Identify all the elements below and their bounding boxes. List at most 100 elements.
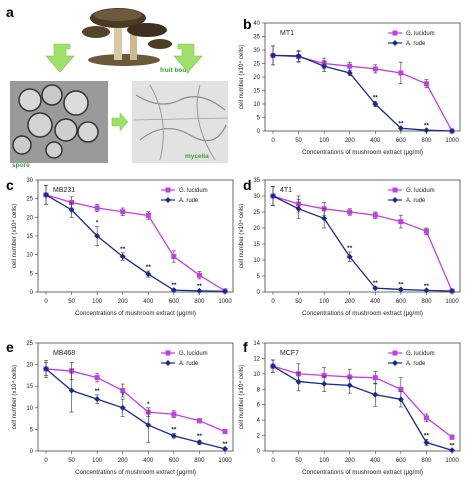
- data-point-a-rude: [270, 193, 276, 199]
- x-tick-label: 1000: [445, 299, 459, 305]
- significance-marker: **: [197, 433, 203, 440]
- legend-label-a-rude: A. rude: [406, 41, 426, 47]
- data-point-a-rude: [423, 287, 430, 294]
- y-tick-label: 8: [257, 387, 261, 393]
- panel-letter-a: a: [6, 4, 14, 20]
- legend-marker-g-lucidum: [392, 187, 398, 193]
- x-axis-label: Concentrations of mushroom extract (μg/m…: [75, 469, 196, 476]
- data-point-g-lucidum: [321, 372, 327, 378]
- chart-title: MB468: [53, 350, 75, 357]
- y-tick-label: 25: [26, 341, 33, 347]
- y-tick-label: 15: [26, 234, 33, 240]
- legend-marker-a-rude: [392, 197, 398, 203]
- significance-marker: *: [96, 220, 99, 227]
- data-point-a-rude: [145, 271, 152, 278]
- y-tick-label: 0: [257, 129, 261, 135]
- y-tick-label: 35: [253, 178, 260, 184]
- y-tick-label: 14: [253, 341, 260, 347]
- data-point-g-lucidum: [423, 415, 429, 421]
- x-tick-label: 0: [44, 458, 48, 464]
- legend-marker-g-lucidum: [165, 187, 171, 193]
- series-line-a-rude: [272, 365, 453, 451]
- data-point-g-lucidum: [423, 81, 429, 87]
- y-tick-label: 10: [253, 102, 260, 108]
- y-tick-label: 0: [30, 290, 34, 296]
- y-tick-label: 35: [253, 35, 260, 41]
- y-tick-label: 0: [30, 449, 34, 455]
- series-line-a-rude: [272, 54, 453, 132]
- panel-letter-b: b: [243, 16, 252, 32]
- data-point-g-lucidum: [145, 212, 151, 218]
- legend-label-g-lucidum: G. lucidum: [406, 351, 435, 357]
- data-point-g-lucidum: [94, 375, 100, 381]
- significance-marker: **: [171, 427, 177, 434]
- chart-panel-e: e 0 5 10 15 20 25 0 50 100 200 400 600 800 1000 Concent…: [6, 339, 234, 476]
- significance-marker: **: [424, 283, 430, 290]
- data-point-a-rude: [295, 52, 302, 59]
- legend-label-g-lucidum: G. lucidum: [406, 31, 435, 37]
- data-point-a-rude: [94, 233, 101, 239]
- significance-marker: **: [398, 281, 404, 288]
- y-axis-label: cell number (x10⁴ cells): [11, 365, 18, 430]
- series-line-g-lucidum: [272, 365, 453, 438]
- left-arrow-icon: [45, 43, 75, 73]
- data-point-g-lucidum: [372, 375, 378, 381]
- x-tick-label: 0: [44, 299, 48, 305]
- chart-panel-f: f 0 2 4 6 8 10 12 14 0 50 100 200 400 600 800 1000 Concen…: [238, 339, 461, 476]
- x-tick-label: 800: [194, 458, 205, 464]
- x-tick-label: 600: [169, 458, 180, 464]
- series-line-g-lucidum: [45, 368, 226, 433]
- x-tick-label: 50: [295, 138, 302, 144]
- data-point-a-rude: [372, 101, 379, 107]
- data-point-a-rude: [346, 253, 353, 260]
- significance-marker: **: [347, 245, 353, 252]
- y-tick-label: 2: [257, 434, 261, 440]
- data-point-g-lucidum: [347, 63, 353, 69]
- plot-frame: [37, 179, 234, 293]
- data-point-a-rude: [196, 439, 203, 446]
- x-axis-label: Concentrations of mushroom extract (μg/m…: [302, 310, 423, 317]
- data-point-g-lucidum: [347, 209, 353, 215]
- x-tick-label: 1000: [218, 458, 232, 464]
- panel-letter-f: f: [243, 339, 248, 355]
- data-point-g-lucidum: [372, 66, 378, 72]
- data-point-a-rude: [94, 396, 101, 403]
- significance-marker: **: [120, 246, 126, 253]
- data-point-g-lucidum: [372, 212, 378, 218]
- y-axis-label: cell number (x10⁴ cells): [238, 204, 245, 269]
- plot-frame: [264, 179, 461, 293]
- series-line-g-lucidum: [272, 54, 453, 132]
- y-tick-label: 4: [257, 418, 261, 424]
- y-tick-label: 30: [26, 178, 33, 184]
- data-point-a-rude: [321, 215, 328, 222]
- legend-label-a-rude: A. rude: [179, 198, 199, 204]
- x-tick-label: 50: [295, 299, 302, 305]
- fruit-body-label: fruit body: [160, 67, 190, 74]
- data-point-a-rude: [145, 422, 152, 429]
- small-arrow-icon: [111, 112, 129, 132]
- x-tick-label: 200: [345, 458, 356, 464]
- mycelia-image: [132, 81, 229, 163]
- y-tick-label: 0: [257, 290, 261, 296]
- significance-marker: *: [121, 392, 124, 399]
- series-line-a-rude: [272, 195, 453, 292]
- legend-marker-a-rude: [392, 40, 398, 46]
- chart-title: 4T1: [280, 187, 292, 194]
- data-point-g-lucidum: [222, 429, 228, 435]
- legend-marker-a-rude: [392, 360, 398, 366]
- x-tick-label: 800: [194, 299, 205, 305]
- plot-frame: [37, 342, 234, 452]
- y-tick-label: 25: [253, 210, 260, 216]
- legend-marker-g-lucidum: [392, 350, 398, 356]
- chart-title: MT1: [280, 30, 294, 37]
- data-point-g-lucidum: [196, 418, 202, 424]
- legend-marker-a-rude: [165, 360, 171, 366]
- y-tick-label: 20: [26, 215, 33, 221]
- y-tick-label: 5: [257, 116, 261, 122]
- plot-frame: [264, 22, 461, 132]
- data-point-a-rude: [321, 380, 328, 387]
- data-point-g-lucidum: [398, 386, 404, 392]
- data-point-g-lucidum: [196, 272, 202, 278]
- data-point-a-rude: [222, 445, 228, 452]
- panel-letter-d: d: [243, 177, 252, 193]
